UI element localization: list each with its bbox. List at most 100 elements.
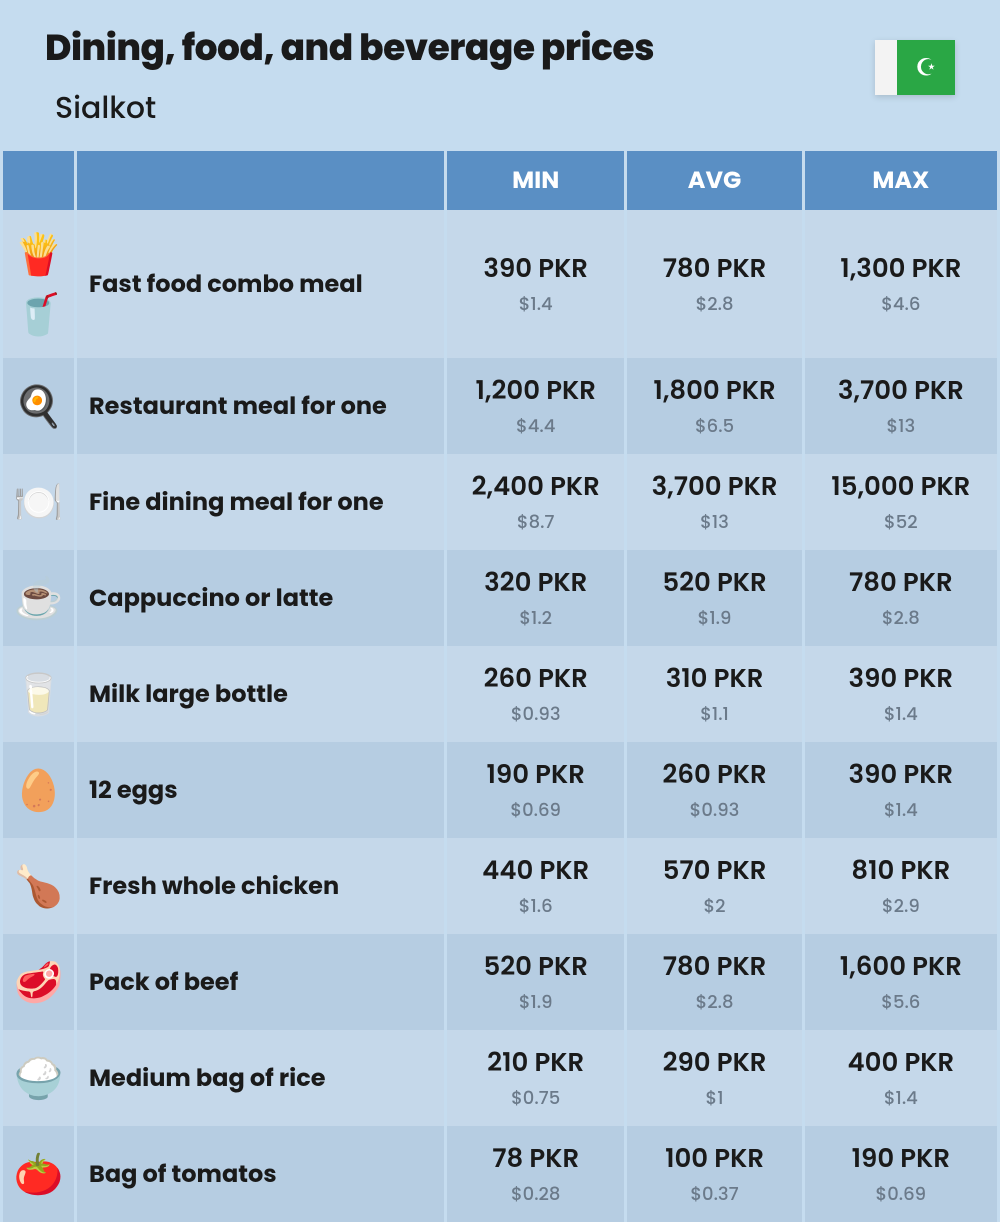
table-row: 🥛Milk large bottle260 PKR$0.93310 PKR$1.… — [2, 646, 999, 742]
table-row: 🍚Medium bag of rice210 PKR$0.75290 PKR$1… — [2, 1030, 999, 1126]
min-price: 210 PKR$0.75 — [446, 1030, 626, 1126]
usd-value: $0.69 — [447, 797, 624, 824]
pkr-value: 290 PKR — [627, 1044, 801, 1083]
flag-field: ☪ — [897, 40, 955, 95]
pkr-value: 210 PKR — [447, 1044, 624, 1083]
avg-price: 260 PKR$0.93 — [626, 742, 803, 838]
min-price: 190 PKR$0.69 — [446, 742, 626, 838]
pkr-value: 15,000 PKR — [805, 468, 997, 507]
usd-value: $4.4 — [447, 413, 624, 440]
pkr-value: 810 PKR — [805, 852, 997, 891]
pkr-value: 390 PKR — [805, 756, 997, 795]
table-row: 🍽️Fine dining meal for one2,400 PKR$8.73… — [2, 454, 999, 550]
usd-value: $0.75 — [447, 1085, 624, 1112]
usd-value: $13 — [805, 413, 997, 440]
usd-value: $1.6 — [447, 893, 624, 920]
table-row: 🍅Bag of tomatos78 PKR$0.28100 PKR$0.3719… — [2, 1126, 999, 1222]
min-price: 320 PKR$1.2 — [446, 550, 626, 646]
min-price: 520 PKR$1.9 — [446, 934, 626, 1030]
pkr-value: 1,200 PKR — [447, 372, 624, 411]
pkr-value: 320 PKR — [447, 564, 624, 603]
pkr-value: 440 PKR — [447, 852, 624, 891]
usd-value: $8.7 — [447, 509, 624, 536]
table-row: 🍳Restaurant meal for one1,200 PKR$4.41,8… — [2, 358, 999, 454]
item-name: Pack of beef — [76, 934, 446, 1030]
usd-value: $2.9 — [805, 893, 997, 920]
usd-value: $1 — [627, 1085, 801, 1112]
pkr-value: 2,400 PKR — [447, 468, 624, 507]
page-subtitle: Sialkot — [55, 85, 955, 131]
pkr-value: 3,700 PKR — [627, 468, 801, 507]
item-name: Fresh whole chicken — [76, 838, 446, 934]
usd-value: $0.28 — [447, 1181, 624, 1208]
max-price: 390 PKR$1.4 — [803, 646, 998, 742]
col-max: MAX — [803, 151, 998, 210]
usd-value: $6.5 — [627, 413, 801, 440]
col-avg: AVG — [626, 151, 803, 210]
pkr-value: 570 PKR — [627, 852, 801, 891]
pkr-value: 520 PKR — [627, 564, 801, 603]
flag-symbol: ☪ — [915, 50, 937, 85]
pkr-value: 190 PKR — [447, 756, 624, 795]
avg-price: 1,800 PKR$6.5 — [626, 358, 803, 454]
usd-value: $5.6 — [805, 989, 997, 1016]
avg-price: 780 PKR$2.8 — [626, 934, 803, 1030]
usd-value: $1.4 — [805, 797, 997, 824]
col-icon — [2, 151, 76, 210]
max-price: 1,300 PKR$4.6 — [803, 210, 998, 358]
item-icon: ☕ — [2, 550, 76, 646]
usd-value: $2.8 — [805, 605, 997, 632]
min-price: 78 PKR$0.28 — [446, 1126, 626, 1222]
max-price: 190 PKR$0.69 — [803, 1126, 998, 1222]
pkr-value: 1,600 PKR — [805, 948, 997, 987]
page-title: Dining, food, and beverage prices — [45, 20, 955, 75]
table-row: 🥚12 eggs190 PKR$0.69260 PKR$0.93390 PKR$… — [2, 742, 999, 838]
avg-price: 780 PKR$2.8 — [626, 210, 803, 358]
item-name: Restaurant meal for one — [76, 358, 446, 454]
usd-value: $52 — [805, 509, 997, 536]
item-name: Fast food combo meal — [76, 210, 446, 358]
usd-value: $1.4 — [805, 701, 997, 728]
pkr-value: 100 PKR — [627, 1140, 801, 1179]
avg-price: 290 PKR$1 — [626, 1030, 803, 1126]
avg-price: 100 PKR$0.37 — [626, 1126, 803, 1222]
pkr-value: 780 PKR — [627, 948, 801, 987]
price-table: MIN AVG MAX 🍟🥤Fast food combo meal390 PK… — [0, 151, 1000, 1222]
item-icon: 🍅 — [2, 1126, 76, 1222]
flag-stripe — [875, 40, 897, 95]
item-icon: 🍳 — [2, 358, 76, 454]
usd-value: $2 — [627, 893, 801, 920]
item-name: Bag of tomatos — [76, 1126, 446, 1222]
usd-value: $1.4 — [447, 291, 624, 318]
pkr-value: 390 PKR — [447, 250, 624, 289]
pkr-value: 780 PKR — [805, 564, 997, 603]
col-name — [76, 151, 446, 210]
min-price: 440 PKR$1.6 — [446, 838, 626, 934]
item-icon: 🍟🥤 — [2, 210, 76, 358]
table-header-row: MIN AVG MAX — [2, 151, 999, 210]
pkr-value: 400 PKR — [805, 1044, 997, 1083]
usd-value: $0.93 — [627, 797, 801, 824]
usd-value: $1.9 — [447, 989, 624, 1016]
usd-value: $13 — [627, 509, 801, 536]
item-name: Medium bag of rice — [76, 1030, 446, 1126]
item-icon: 🍽️ — [2, 454, 76, 550]
usd-value: $2.8 — [627, 989, 801, 1016]
item-icon: 🍗 — [2, 838, 76, 934]
max-price: 810 PKR$2.9 — [803, 838, 998, 934]
pkr-value: 310 PKR — [627, 660, 801, 699]
usd-value: $0.37 — [627, 1181, 801, 1208]
table-row: 🍟🥤Fast food combo meal390 PKR$1.4780 PKR… — [2, 210, 999, 358]
usd-value: $2.8 — [627, 291, 801, 318]
min-price: 2,400 PKR$8.7 — [446, 454, 626, 550]
pkr-value: 190 PKR — [805, 1140, 997, 1179]
item-name: Fine dining meal for one — [76, 454, 446, 550]
pkr-value: 3,700 PKR — [805, 372, 997, 411]
pkr-value: 1,300 PKR — [805, 250, 997, 289]
max-price: 15,000 PKR$52 — [803, 454, 998, 550]
pkr-value: 78 PKR — [447, 1140, 624, 1179]
item-name: 12 eggs — [76, 742, 446, 838]
item-icon: 🍚 — [2, 1030, 76, 1126]
flag-icon: ☪ — [875, 40, 955, 95]
pkr-value: 1,800 PKR — [627, 372, 801, 411]
